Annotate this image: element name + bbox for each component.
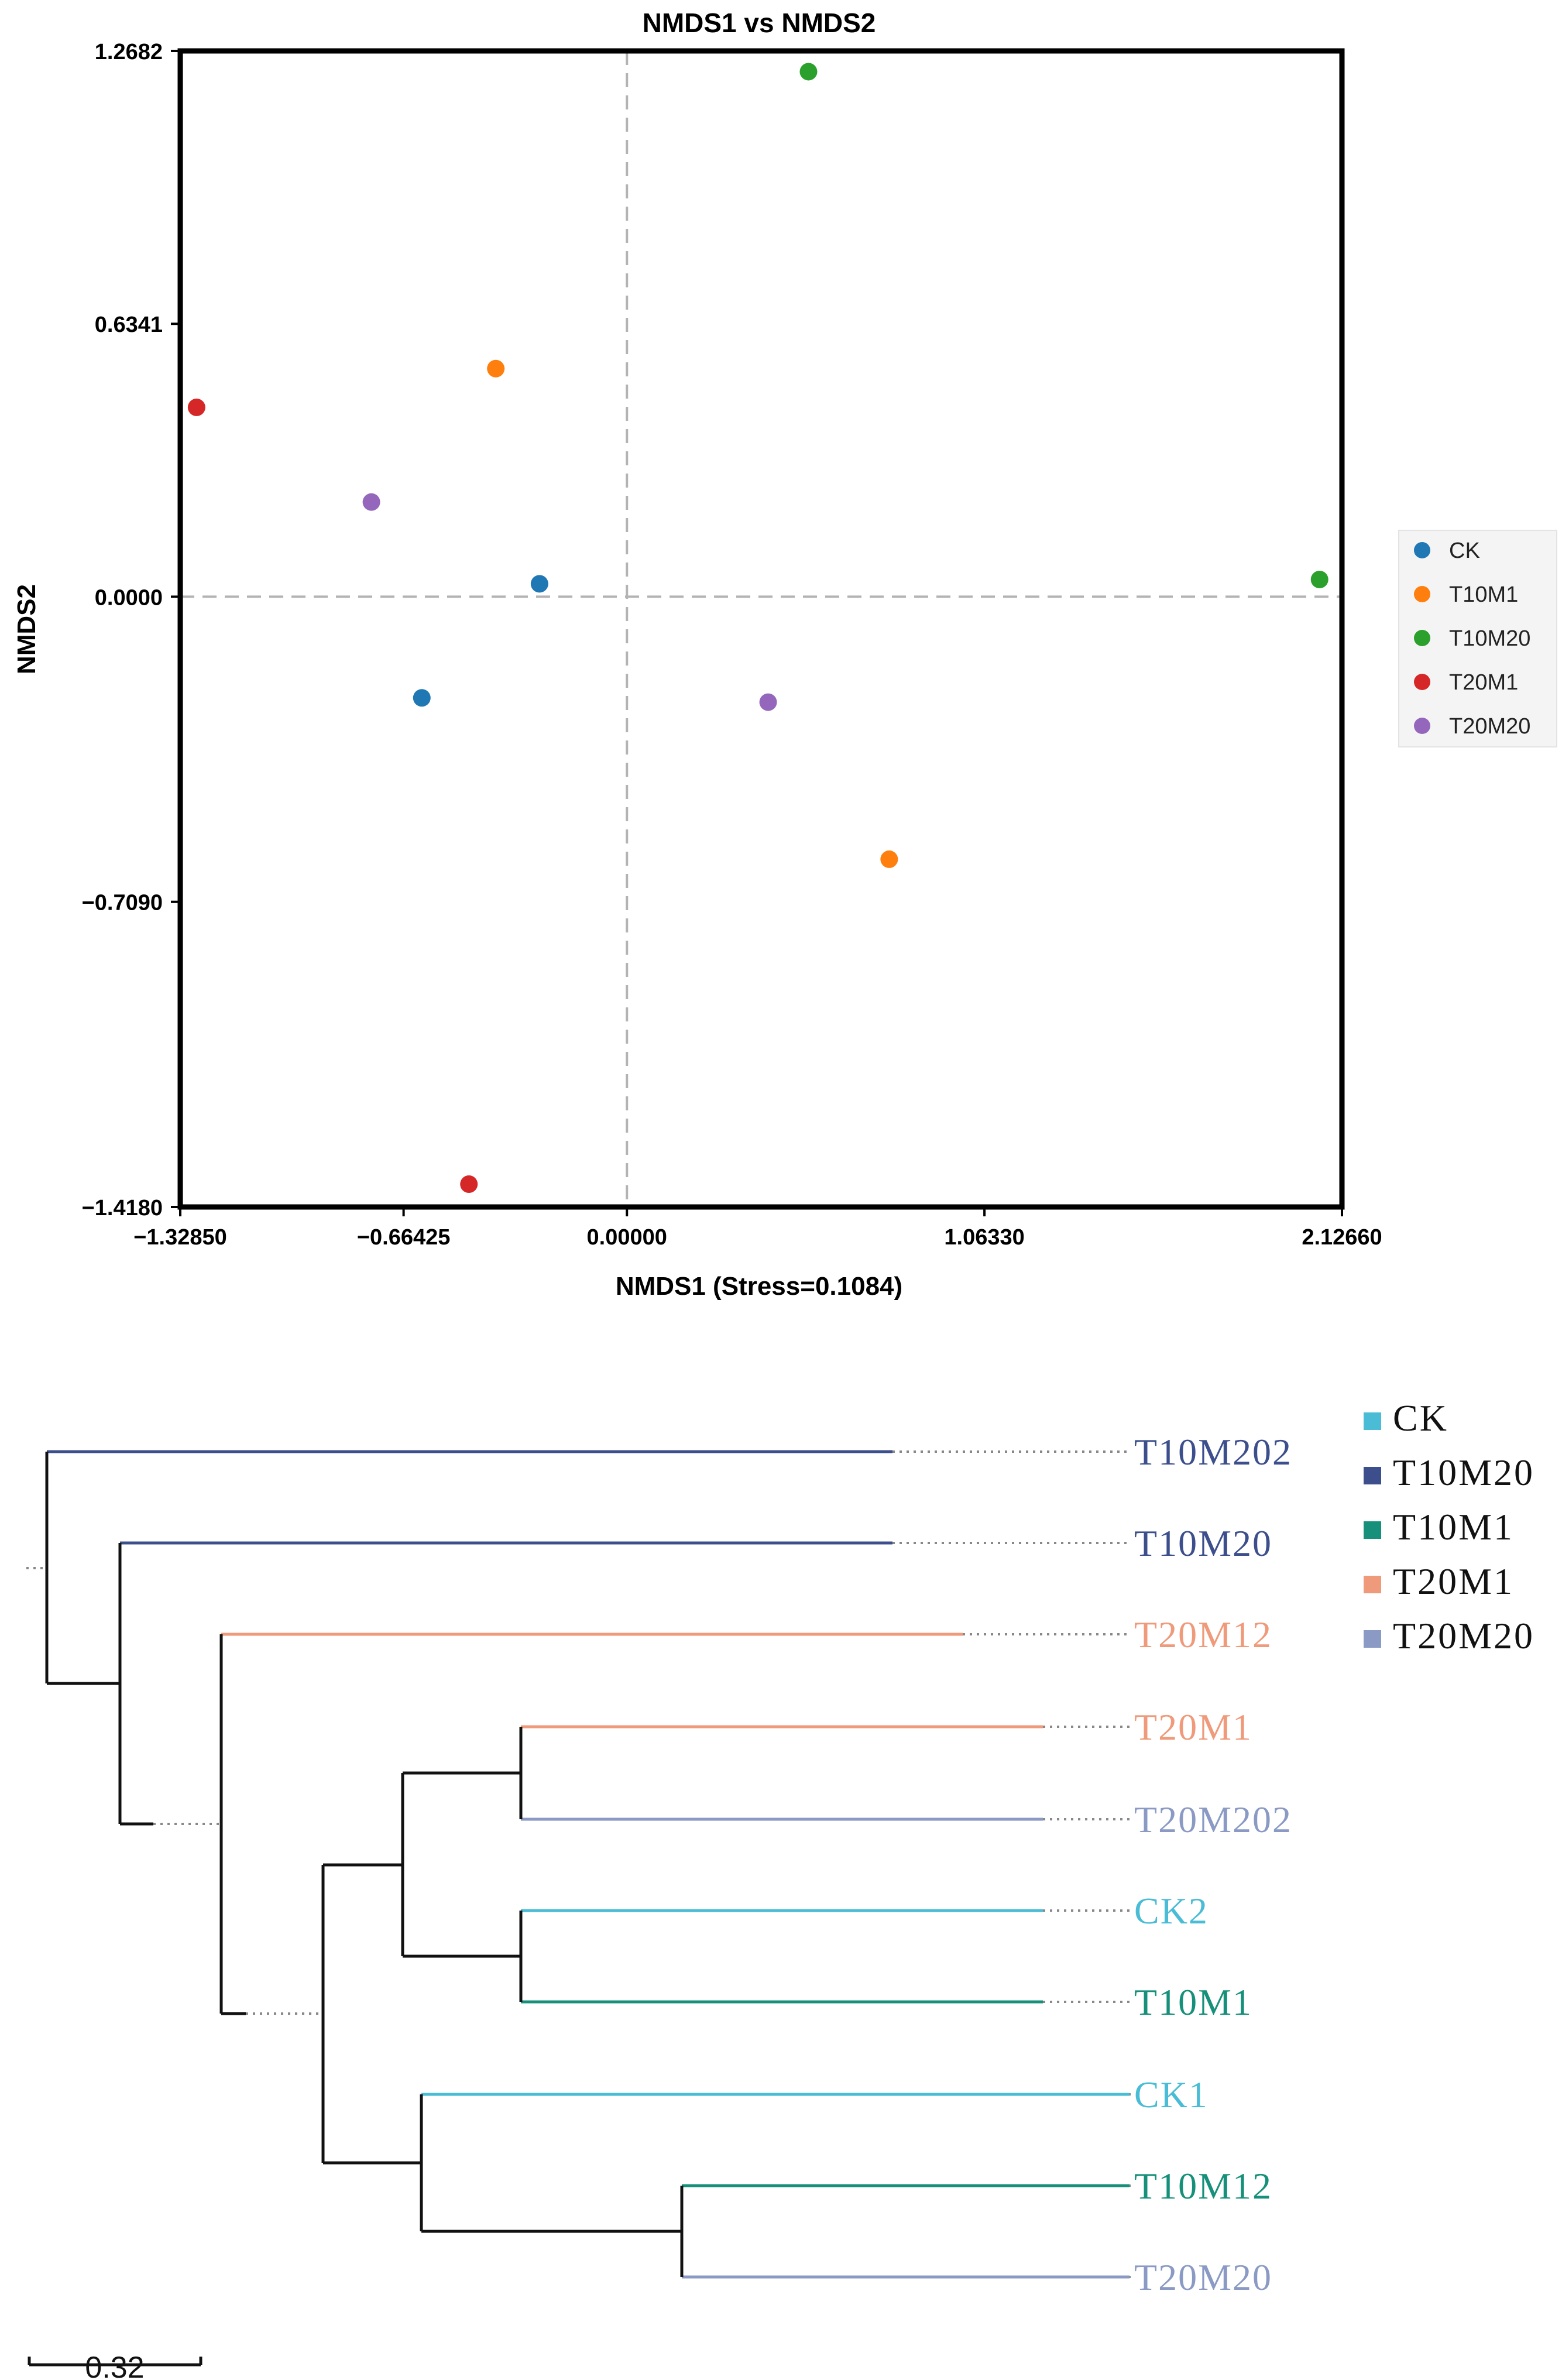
leaf-label: CK1 xyxy=(1134,2074,1209,2115)
plot-frame xyxy=(177,48,1345,1210)
data-point-t10m20 xyxy=(799,63,818,81)
x-tick-label: 1.06330 xyxy=(944,1225,1024,1250)
legend-swatch-t10m20 xyxy=(1364,1467,1381,1484)
nmds-scatter-plot: NMDS1 vs NMDS2 NMDS2 NMDS1 (Stress=0.108… xyxy=(12,8,1557,1301)
legend-label-t10m20: T10M20 xyxy=(1449,626,1530,651)
x-tick-label: 2.12660 xyxy=(1302,1225,1382,1250)
y-tick-label: 1.2682 xyxy=(95,40,163,64)
data-point-t20m1 xyxy=(187,398,205,416)
legend-marker-ck xyxy=(1414,542,1430,558)
y-tick-label: 0.0000 xyxy=(95,585,163,610)
x-tick-label: 0.00000 xyxy=(587,1225,667,1250)
data-point-t10m20 xyxy=(1310,571,1328,589)
leaf-label: T10M1 xyxy=(1134,1981,1252,2023)
leaf-label: T20M202 xyxy=(1134,1799,1292,1840)
legend-label-t20m1: T20M1 xyxy=(1449,670,1518,695)
leaf-label: T10M20 xyxy=(1134,1522,1272,1564)
scale-bar-label: 0.32 xyxy=(85,2351,144,2380)
leaf-label: CK2 xyxy=(1134,1890,1209,1932)
x-tick-label: −1.32850 xyxy=(133,1225,227,1250)
legend-label-t10m1: T10M1 xyxy=(1449,582,1518,607)
legend-label-t10m1: T10M1 xyxy=(1393,1506,1514,1548)
data-point-ck xyxy=(530,575,548,593)
dendrogram: T10M202 T10M20 T20M12 T20M1 T20M202 CK2 T10M1 C… xyxy=(26,1397,1534,2380)
nmds-x-axis-label: NMDS1 (Stress=0.1084) xyxy=(616,1272,902,1301)
legend-swatch-ck xyxy=(1364,1412,1381,1430)
nmds-y-axis-label: NMDS2 xyxy=(12,584,41,674)
legend-marker-t20m1 xyxy=(1414,674,1430,690)
x-tick-label: −0.66425 xyxy=(357,1225,451,1250)
leaf-label: T10M12 xyxy=(1134,2165,1272,2207)
legend-swatch-t10m1 xyxy=(1364,1521,1381,1539)
y-tick-label: 0.6341 xyxy=(95,313,163,337)
legend-label-t20m20: T20M20 xyxy=(1393,1615,1534,1657)
y-tick-label: −1.4180 xyxy=(82,1196,163,1220)
data-point-t20m20 xyxy=(759,693,777,711)
legend-marker-t20m20 xyxy=(1414,718,1430,734)
legend-label-ck: CK xyxy=(1393,1397,1448,1439)
data-point-t10m1 xyxy=(487,359,505,378)
y-tick-label: −0.7090 xyxy=(82,891,163,915)
leaf-label: T10M202 xyxy=(1134,1431,1292,1473)
legend-label-t20m1: T20M1 xyxy=(1393,1561,1514,1602)
leaf-label: T20M20 xyxy=(1134,2256,1272,2298)
data-point-t20m20 xyxy=(362,493,380,511)
leaf-label: T20M12 xyxy=(1134,1614,1272,1655)
legend-label-ck: CK xyxy=(1449,539,1480,563)
nmds-title: NMDS1 vs NMDS2 xyxy=(643,8,876,38)
legend-marker-t10m20 xyxy=(1414,630,1430,646)
legend-swatch-t20m20 xyxy=(1364,1630,1381,1648)
legend-label-t20m20: T20M20 xyxy=(1449,714,1530,739)
legend-swatch-t20m1 xyxy=(1364,1576,1381,1593)
data-point-ck xyxy=(413,689,431,707)
leaf-label: T20M1 xyxy=(1134,1706,1252,1748)
legend-marker-t10m1 xyxy=(1414,586,1430,602)
data-point-t20m1 xyxy=(460,1175,478,1194)
data-point-t10m1 xyxy=(880,850,898,868)
legend-label-t10m20: T10M20 xyxy=(1393,1452,1534,1493)
